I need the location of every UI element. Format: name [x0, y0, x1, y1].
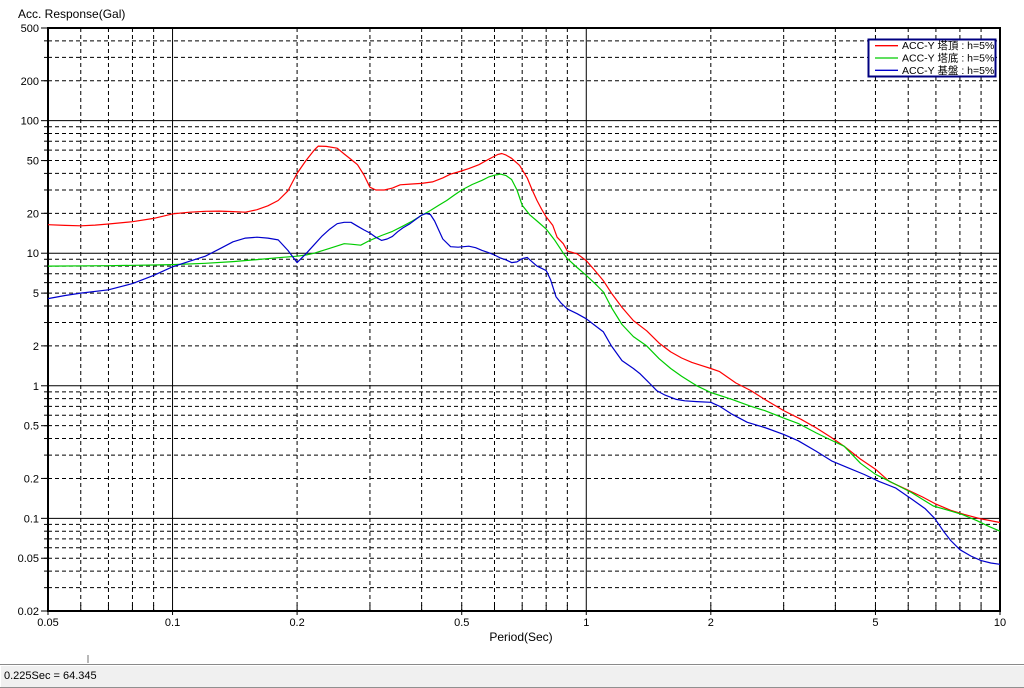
y-tick-label: 0.2: [24, 473, 39, 485]
y-tick-label: 100: [21, 116, 39, 128]
x-tick-label: 10: [994, 617, 1006, 629]
y-tick-label: 0.1: [24, 513, 39, 525]
y-tick-label: 1: [33, 381, 39, 393]
x-tick-label: 0.2: [289, 617, 304, 629]
legend-label-2: ACC-Y 基盤 : h=5%: [902, 64, 994, 77]
cursor-mark: [87, 655, 89, 663]
status-bar: 0.225Sec = 64.345: [0, 664, 1024, 687]
x-tick-label: 5: [872, 617, 878, 629]
legend-label-0: ACC-Y 塔頂 : h=5%: [902, 39, 994, 52]
response-spectrum-chart[interactable]: 0.05 0.1 0.2 0.5 1 2 5 10 500 200 100 50 20 10 5 2 1 0.5 0…: [0, 0, 1024, 664]
y-tick-label: 200: [21, 76, 39, 88]
x-tick-label: 0.1: [165, 617, 180, 629]
series-line-0: [47, 145, 1001, 524]
y-tick-label: 0.05: [18, 553, 39, 565]
y-tick-label: 2: [33, 341, 39, 353]
y-tick-label: 0.02: [18, 606, 39, 618]
x-tick-label: 0.05: [37, 617, 58, 629]
x-tick-label: 2: [708, 617, 714, 629]
x-tick-label: 1: [583, 617, 589, 629]
y-tick-label: 500: [21, 23, 39, 35]
y-tick-label: 0.5: [24, 421, 39, 433]
y-tick-label: 10: [27, 248, 39, 260]
y-tick-label: 5: [33, 288, 39, 300]
chart-background: [0, 0, 1024, 664]
status-readout: 0.225Sec = 64.345: [4, 670, 97, 682]
y-tick-label: 50: [27, 156, 39, 168]
x-tick-label: 0.5: [454, 617, 469, 629]
y-tick-label: 20: [27, 208, 39, 220]
series-line-2: [47, 213, 1001, 565]
plot-border: [47, 27, 1001, 612]
x-axis-title: Period(Sec): [489, 630, 552, 644]
series-line-1: [47, 173, 1001, 532]
y-axis-title: Acc. Response(Gal): [18, 7, 125, 21]
legend-label-1: ACC-Y 塔底 : h=5%: [902, 52, 994, 65]
